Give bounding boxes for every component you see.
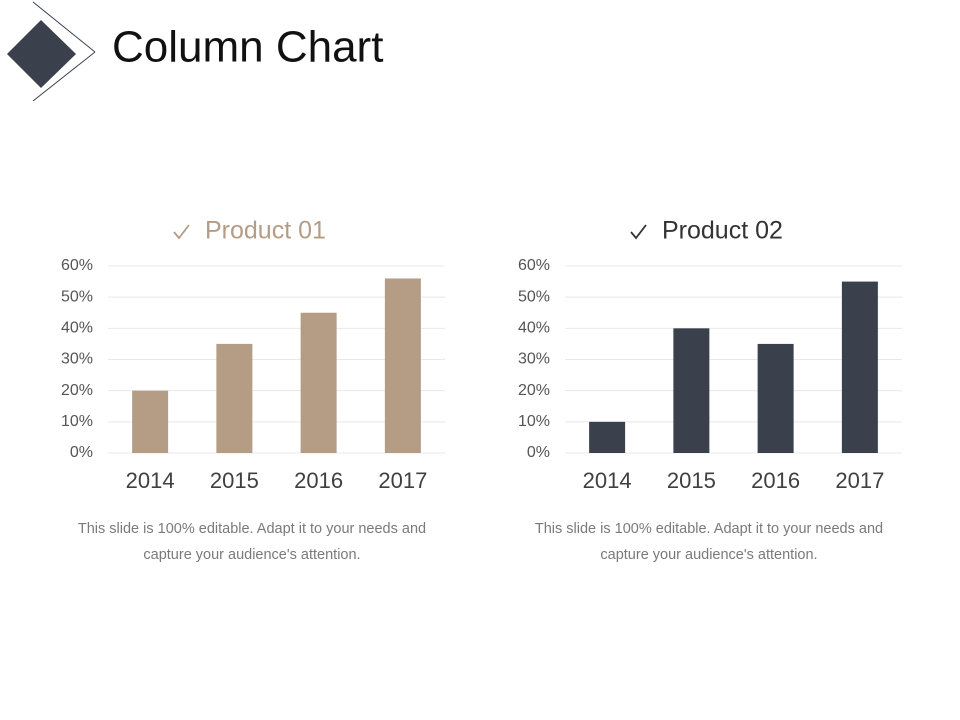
check-icon [630, 224, 647, 240]
y-tick-label: 20% [518, 382, 550, 399]
y-tick-label: 50% [61, 288, 93, 305]
x-tick-label: 2014 [583, 468, 632, 493]
decor-line [32, 51, 96, 102]
x-tick-label: 2016 [294, 468, 343, 493]
x-tick-label: 2016 [751, 468, 800, 493]
y-tick-label: 0% [70, 444, 93, 461]
decor-diamond [7, 20, 76, 88]
y-tick-label: 20% [61, 382, 93, 399]
y-tick-label: 30% [518, 351, 550, 368]
y-tick-label: 40% [518, 320, 550, 337]
y-tick-label: 50% [518, 288, 550, 305]
chart-title: Product 01 [205, 217, 326, 245]
x-tick-label: 2014 [126, 468, 175, 493]
x-tick-label: 2017 [835, 468, 884, 493]
x-tick-label: 2017 [378, 468, 427, 493]
bar [216, 343, 253, 453]
bar [673, 328, 710, 453]
chart-title: Product 02 [662, 217, 783, 245]
y-tick-label: 0% [527, 444, 550, 461]
caption: This slide is 100% editable. Adapt it to… [77, 521, 427, 563]
bar [841, 281, 878, 453]
caption: This slide is 100% editable. Adapt it to… [534, 521, 884, 563]
decor-line [32, 1, 96, 53]
bar [757, 343, 794, 453]
check-icon [173, 224, 190, 240]
bar [132, 390, 169, 453]
x-tick-label: 2015 [667, 468, 716, 493]
y-tick-label: 10% [61, 413, 93, 430]
y-tick-label: 30% [61, 351, 93, 368]
slide-title: Column Chart [112, 23, 383, 72]
y-tick-label: 10% [518, 413, 550, 430]
bar [384, 278, 421, 453]
y-tick-label: 40% [61, 320, 93, 337]
bar [589, 421, 626, 453]
bar [300, 312, 337, 453]
x-tick-label: 2015 [210, 468, 259, 493]
y-tick-label: 60% [518, 257, 550, 274]
y-tick-label: 60% [61, 257, 93, 274]
